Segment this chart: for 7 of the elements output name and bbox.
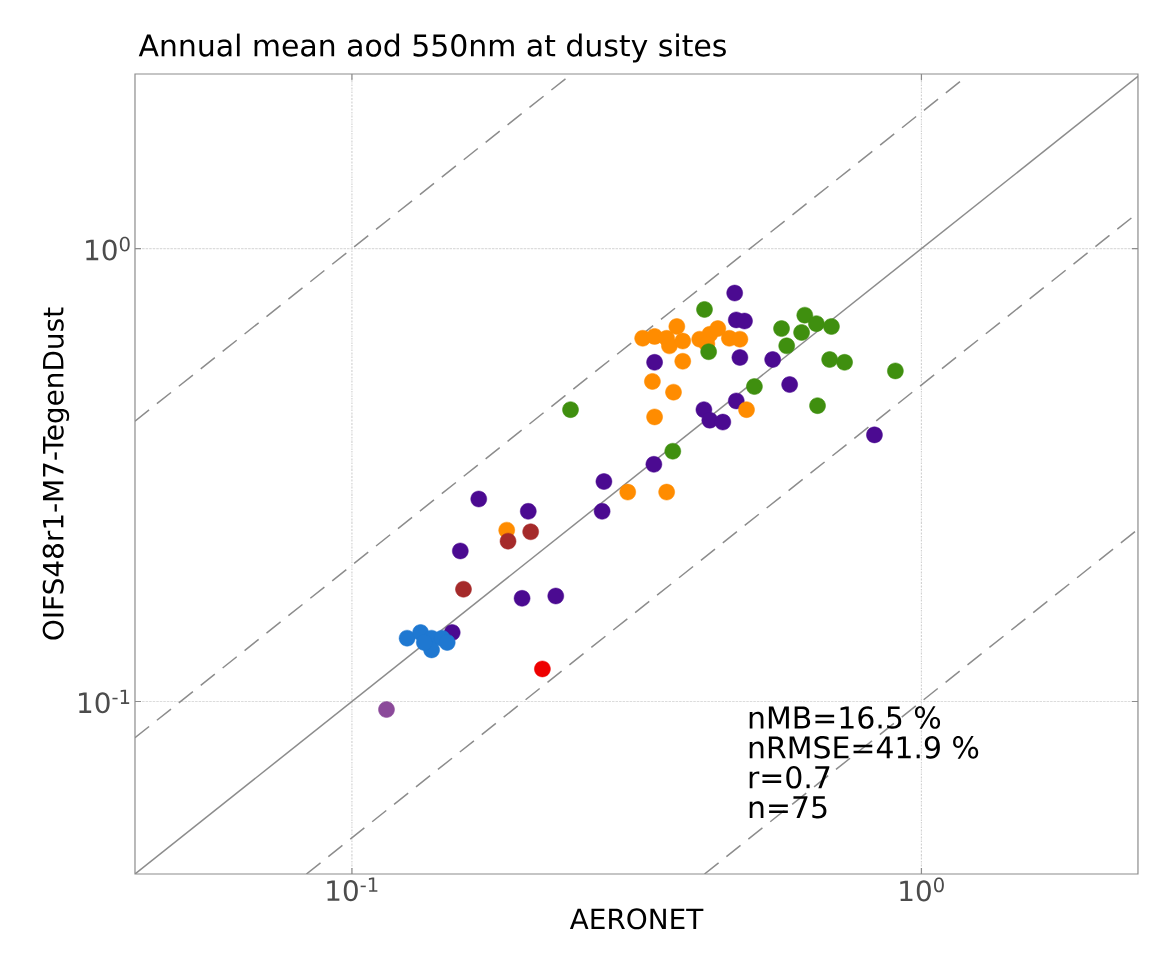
annotation: nRMSE=41.9 % [749,736,979,759]
chart-title: Annual mean aod 550nm at dusty sites [138,33,726,63]
annotation: r=0.7 [749,765,830,789]
x-axis-title: AERONET [569,908,704,930]
annotation: n=75 [749,796,827,819]
annotation: nMB=16.5 % [749,706,941,729]
y-axis-title: OIFS48r1-M7-TegenDust [42,307,70,640]
